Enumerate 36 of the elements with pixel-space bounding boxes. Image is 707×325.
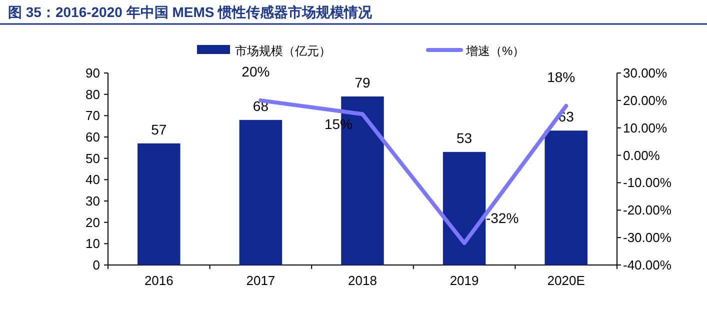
x-tick-label: 2018 <box>348 273 377 288</box>
y2-tick-label: -30.00% <box>623 230 672 246</box>
x-tick-label: 2016 <box>144 273 174 288</box>
y2-tick-label: -10.00% <box>623 175 672 190</box>
y2-tick-label: 20.00% <box>623 92 668 108</box>
legend-label: 增速（%） <box>465 44 525 58</box>
y-tick-label: 30 <box>86 194 100 208</box>
y2-tick-label: 30.00% <box>623 66 668 80</box>
data-label: 53 <box>456 130 472 146</box>
y-tick-label: 10 <box>86 236 100 252</box>
y2-tick-label: 10.00% <box>623 120 668 136</box>
y-tick-label: 60 <box>86 130 100 144</box>
y-tick-label: 50 <box>86 150 100 166</box>
y-tick-label: 70 <box>86 108 100 124</box>
data-label: 20% <box>242 63 270 80</box>
x-tick-label: 2019 <box>450 273 479 288</box>
data-label: 57 <box>151 121 167 138</box>
x-tick-label: 2017 <box>246 273 276 288</box>
x-tick-label: 2020E <box>547 273 586 288</box>
chart-title: 图 35：2016-2020 年中国 MEMS 惯性传感器市场规模情况 <box>8 4 374 20</box>
y-tick-label: 0 <box>92 258 100 272</box>
y-tick-label: 20 <box>86 214 100 230</box>
y2-tick-label: 0.00% <box>623 148 660 163</box>
data-label: 79 <box>354 74 370 90</box>
bar <box>442 152 486 265</box>
data-label: -32% <box>486 210 519 226</box>
y2-tick-label: -40.00% <box>623 258 672 272</box>
y-tick-label: 40 <box>86 172 100 188</box>
bar <box>239 120 282 265</box>
y-tick-label: 80 <box>86 86 100 102</box>
data-label: 18% <box>547 68 576 85</box>
bar <box>544 130 588 265</box>
bar <box>138 143 180 265</box>
legend-label: 市场规模（亿元） <box>235 44 331 58</box>
y-tick-label: 90 <box>86 66 100 80</box>
y2-tick-label: -20.00% <box>623 202 672 218</box>
